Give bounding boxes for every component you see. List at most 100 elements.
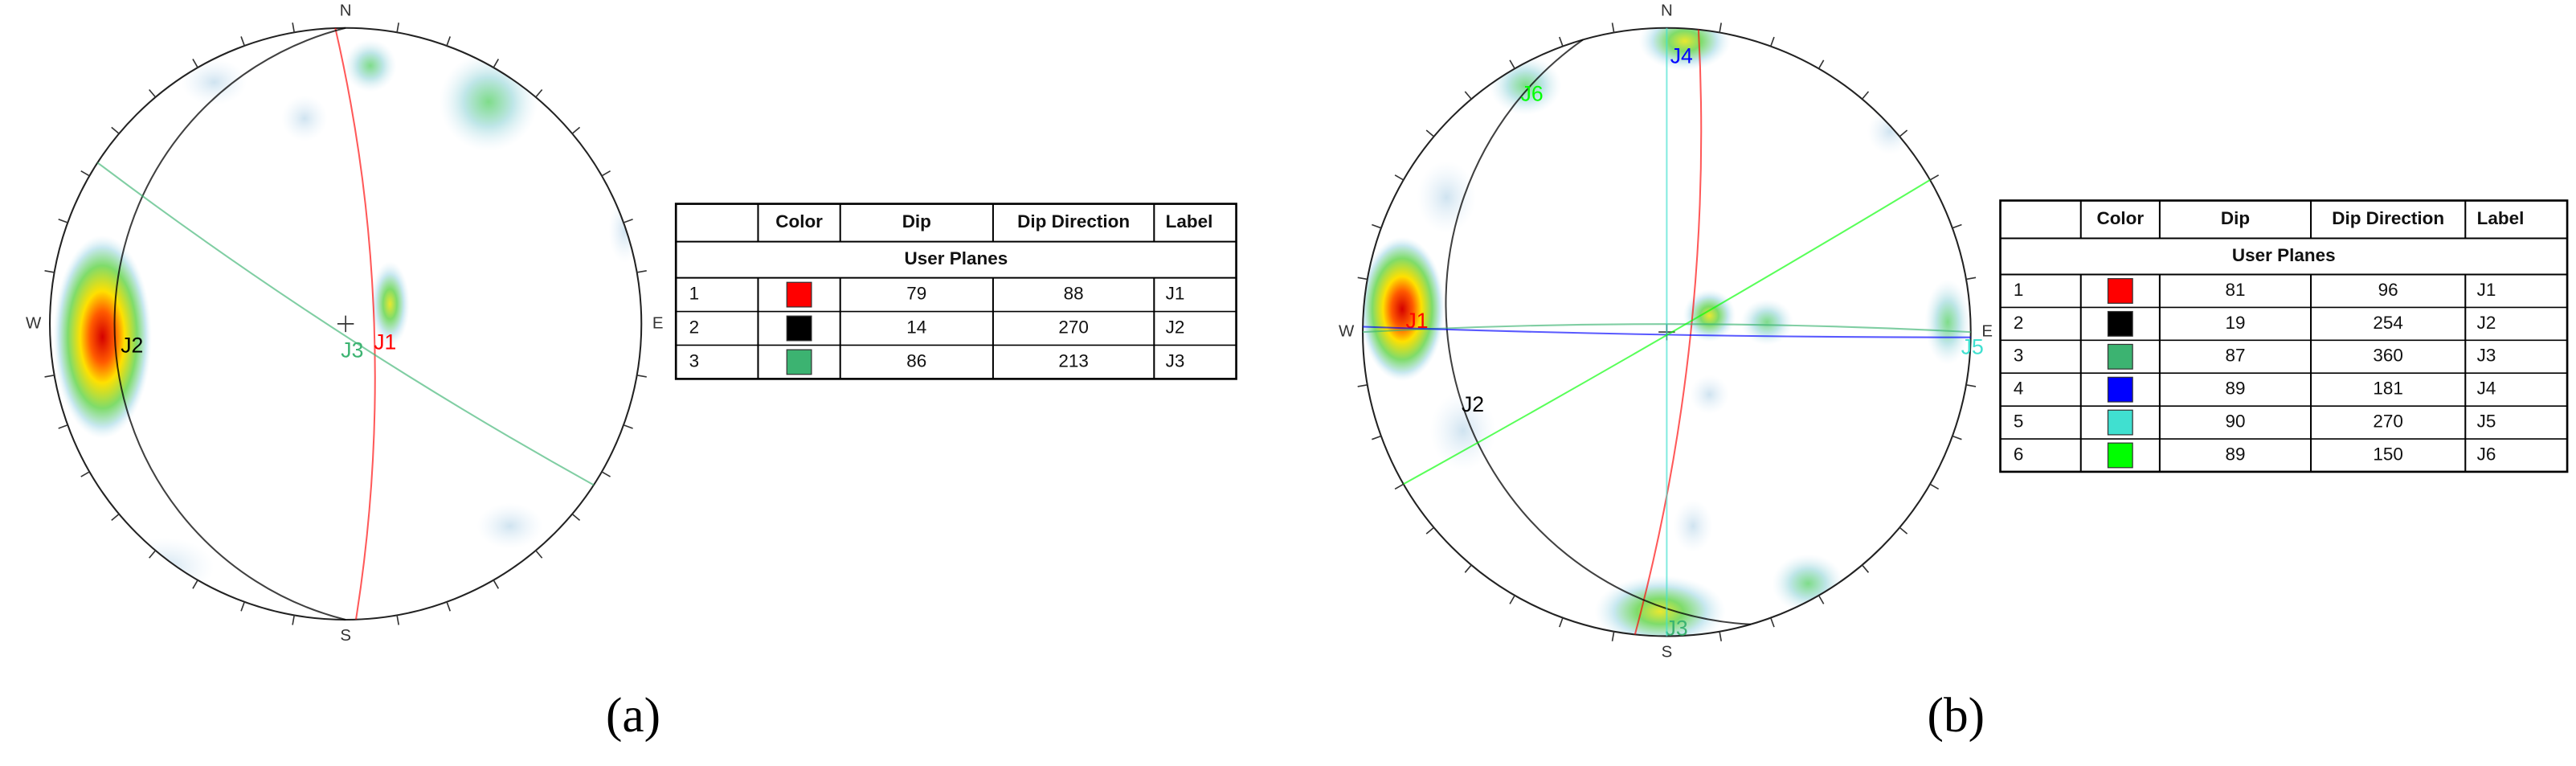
row-id: 2 (689, 317, 700, 337)
degree-tick (535, 550, 543, 559)
compass-label: S (340, 626, 351, 645)
table-header: Dip Direction (1017, 211, 1130, 231)
degree-tick (149, 88, 157, 98)
dip-direction-cell: 254 (2373, 313, 2403, 333)
plane-label: J2 (1462, 392, 1484, 416)
row-id: 6 (2014, 444, 2024, 464)
degree-tick (1952, 223, 1962, 229)
degree-tick (1611, 631, 1615, 641)
table-header: Dip (2221, 208, 2250, 228)
degree-tick (623, 219, 633, 223)
great-circle (334, 27, 376, 620)
dip-cell: 87 (2225, 346, 2245, 366)
degree-tick (1952, 435, 1962, 440)
dip-cell: 90 (2225, 412, 2245, 432)
degree-tick (1357, 383, 1368, 387)
density-blob (1638, 27, 1732, 71)
degree-tick (1929, 174, 1940, 181)
degree-tick (240, 601, 246, 612)
degree-tick (601, 471, 611, 477)
density-blob (608, 197, 642, 264)
degree-tick (396, 23, 400, 33)
dip-direction-cell: 360 (2373, 346, 2403, 366)
table-group: User Planes (905, 248, 1008, 268)
degree-tick (80, 170, 90, 177)
degree-tick (292, 23, 296, 33)
degree-tick (240, 36, 246, 47)
row-id: 1 (689, 284, 700, 304)
color-swatch (2107, 442, 2133, 469)
degree-tick (1559, 617, 1564, 628)
label-cell: J1 (1166, 284, 1185, 304)
row-id: 4 (2014, 379, 2024, 399)
degree-tick (1818, 595, 1825, 604)
degree-tick (292, 615, 296, 625)
degree-tick (636, 374, 647, 378)
density-blob (344, 39, 397, 92)
row-id: 5 (2014, 412, 2024, 432)
density-blob (1740, 299, 1793, 346)
degree-tick (1509, 595, 1515, 604)
label-cell: J4 (2477, 379, 2496, 399)
density-blob (281, 95, 328, 141)
dip-cell: 81 (2225, 280, 2245, 300)
degree-tick (111, 126, 120, 134)
degree-tick (1394, 483, 1405, 490)
degree-tick (1861, 91, 1870, 100)
density-blob (53, 235, 152, 440)
density-blob (1417, 161, 1477, 234)
color-swatch (2107, 409, 2133, 436)
dip-cell: 89 (2225, 379, 2245, 399)
table-header: Label (2477, 208, 2525, 228)
table-border (1999, 199, 2569, 473)
compass-label: W (1339, 322, 1355, 341)
density-contours (53, 39, 642, 597)
plane-label: J3 (341, 338, 363, 363)
color-swatch (2107, 343, 2133, 370)
plane-label: J4 (1670, 44, 1693, 68)
degree-tick (1770, 36, 1775, 47)
dip-cell: 89 (2225, 444, 2245, 464)
compass-label: W (26, 313, 42, 332)
dip-direction-cell: 270 (2373, 412, 2403, 432)
degree-tick (58, 424, 68, 429)
density-blob (1429, 391, 1496, 470)
dip-direction-cell: 88 (1064, 284, 1084, 304)
great-circle (1403, 179, 1931, 485)
dip-cell: 86 (906, 350, 926, 371)
density-blob (1690, 375, 1730, 415)
color-swatch (2107, 310, 2133, 337)
degree-tick (1372, 435, 1382, 440)
dip-direction-cell: 181 (2373, 379, 2403, 399)
table-header: Color (2096, 208, 2144, 228)
dip-direction-cell: 270 (1058, 317, 1089, 337)
density-blob (115, 537, 215, 597)
degree-tick (636, 270, 647, 273)
degree-tick (493, 580, 500, 589)
degree-tick (111, 513, 120, 522)
degree-tick (1464, 564, 1472, 573)
degree-tick (1559, 36, 1564, 47)
density-blob (1924, 279, 1971, 366)
great-circle (1445, 39, 1751, 625)
table-header: Color (775, 211, 823, 231)
degree-tick (571, 126, 581, 134)
degree-tick (1509, 59, 1515, 69)
degree-tick (1719, 631, 1723, 641)
dip-cell: 79 (906, 284, 926, 304)
density-blob (439, 52, 538, 152)
degree-tick (1357, 276, 1368, 281)
plane-label: J2 (121, 334, 143, 358)
label-cell: J3 (2477, 346, 2496, 366)
degree-tick (44, 374, 55, 378)
plane-label: J1 (374, 330, 396, 354)
density-blob (181, 59, 247, 105)
dip-direction-cell: 96 (2378, 280, 2398, 300)
degree-tick (601, 170, 611, 177)
degree-tick (535, 88, 543, 98)
great-circle (96, 162, 595, 486)
